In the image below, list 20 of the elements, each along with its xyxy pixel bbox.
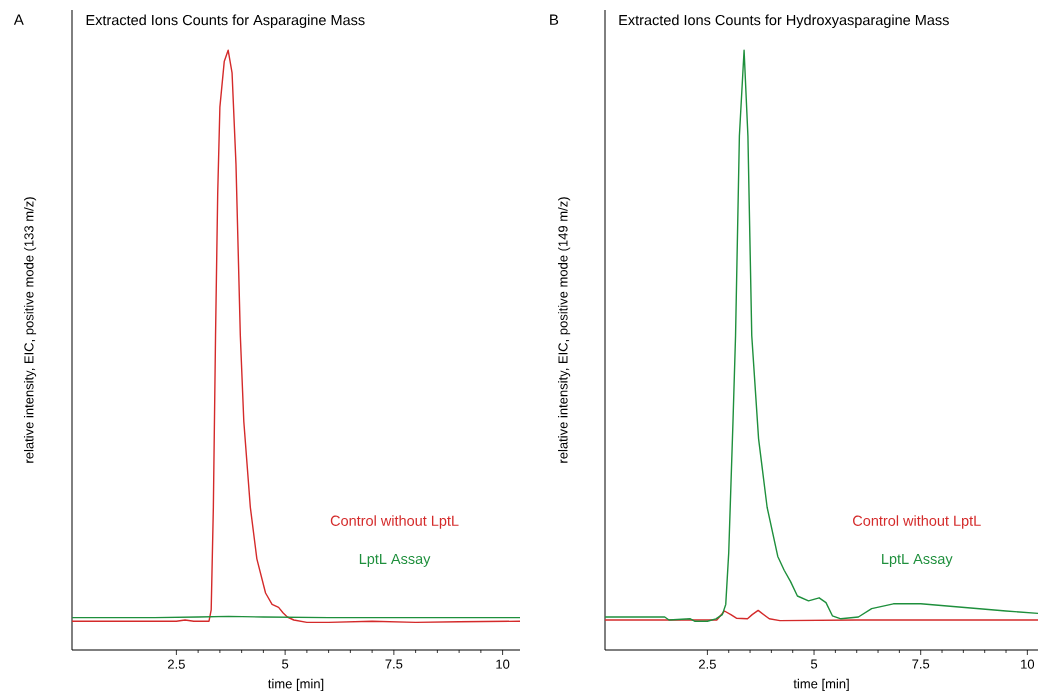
- text: Control without LptL: [853, 515, 981, 529]
- text: LptL Assay: [359, 553, 431, 567]
- text: Control without LptL: [330, 515, 459, 529]
- x-tick-label: 2.5: [699, 659, 716, 669]
- text: A: [13, 14, 24, 25]
- y-axis-title: relative intensity, EIC, positive mode (133 m/z): [23, 197, 37, 463]
- x-tick-label: 10: [496, 659, 510, 669]
- x-tick-label: 5: [810, 659, 818, 669]
- x-tick-label: 5: [282, 659, 289, 669]
- chart-title: Extracted Ions Counts for Asparagine Mass: [86, 14, 365, 29]
- text: LptL Assay: [882, 553, 953, 567]
- text: B: [550, 14, 559, 25]
- x-tick-label: 7.5: [385, 659, 403, 669]
- chart-title: Extracted Ions Counts for Hydroxyasparagine Mass: [619, 14, 949, 29]
- x-axis-title: time [min]: [793, 678, 849, 691]
- x-tick-label: 2.5: [168, 659, 185, 669]
- x-tick-label: 10: [1021, 659, 1035, 669]
- y-axis-title: relative intensity, EIC, positive mode (149 m/z): [558, 197, 571, 463]
- x-axis-title: time [min]: [268, 678, 324, 691]
- x-tick-label: 7.5: [912, 659, 930, 669]
